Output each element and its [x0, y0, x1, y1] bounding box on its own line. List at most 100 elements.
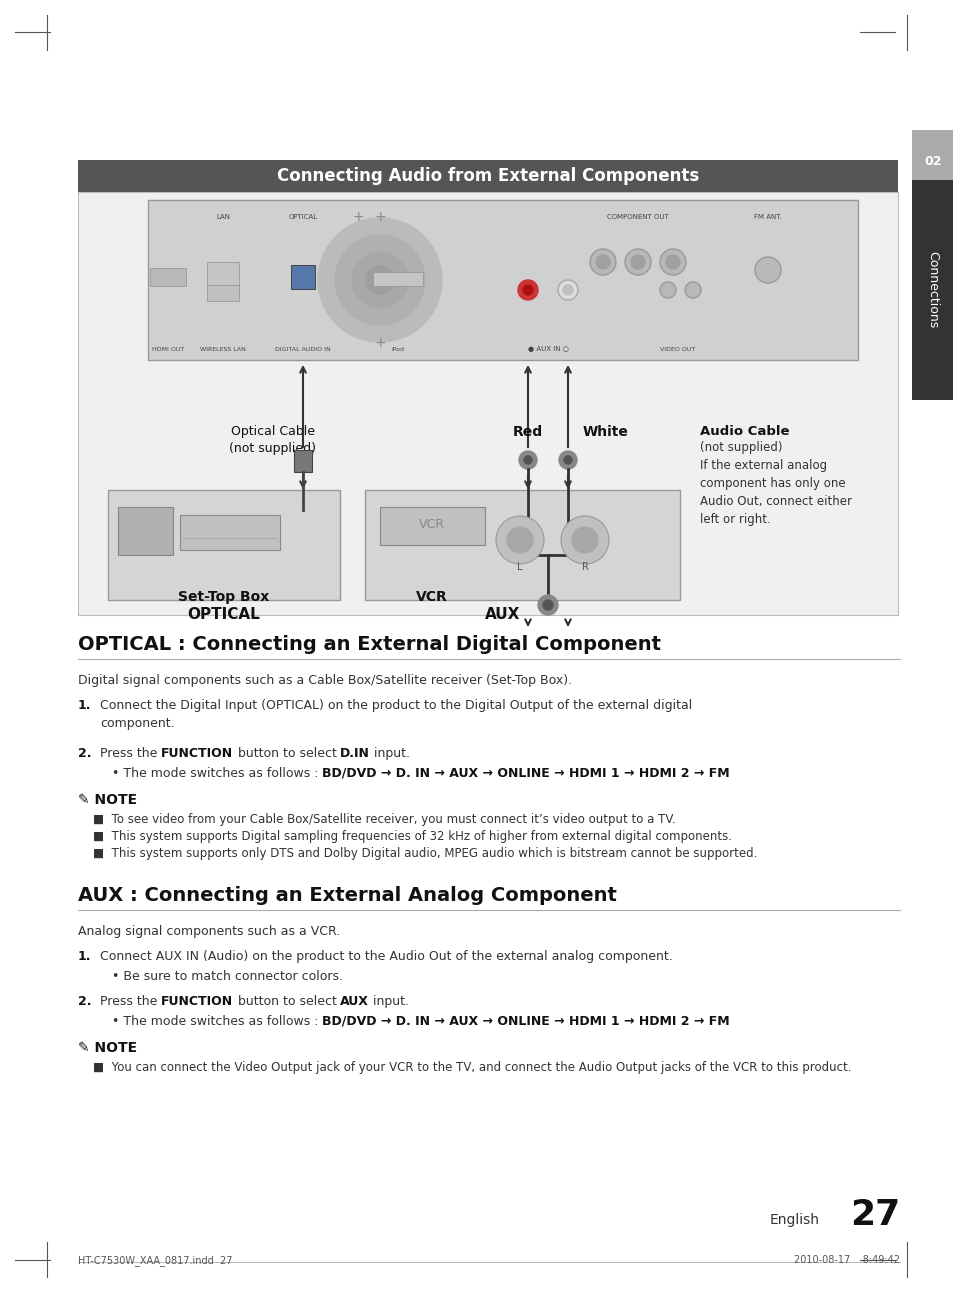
Circle shape	[624, 250, 650, 274]
Text: • Be sure to match connector colors.: • Be sure to match connector colors.	[112, 970, 343, 983]
Circle shape	[335, 235, 424, 325]
Bar	[291, 265, 314, 289]
Circle shape	[754, 257, 781, 284]
Circle shape	[523, 456, 532, 464]
Text: AUX: AUX	[340, 995, 369, 1008]
Text: +: +	[352, 210, 363, 223]
Text: Connect AUX IN (Audio) on the product to the Audio Out of the external analog co: Connect AUX IN (Audio) on the product to…	[100, 950, 672, 963]
Text: Digital signal components such as a Cable Box/Satellite receiver (Set-Top Box).: Digital signal components such as a Cabl…	[78, 674, 572, 687]
Text: Press the: Press the	[100, 748, 161, 759]
Text: R: R	[581, 562, 588, 572]
Circle shape	[518, 451, 537, 469]
Text: • The mode switches as follows :: • The mode switches as follows :	[112, 1016, 322, 1029]
Text: ■  To see video from your Cable Box/Satellite receiver, you must connect it’s vi: ■ To see video from your Cable Box/Satel…	[92, 813, 675, 826]
Text: BD/DVD → D. IN → AUX → ONLINE → HDMI 1 → HDMI 2 → FM: BD/DVD → D. IN → AUX → ONLINE → HDMI 1 →…	[322, 767, 729, 780]
Circle shape	[562, 285, 573, 295]
Text: (not supplied)
If the external analog
component has only one
Audio Out, connect : (not supplied) If the external analog co…	[700, 440, 851, 525]
Text: Connections: Connections	[925, 251, 939, 328]
Text: ■  You can connect the Video Output jack of your VCR to the TV, and connect the : ■ You can connect the Video Output jack …	[92, 1061, 851, 1074]
Text: L: L	[517, 562, 522, 572]
Text: Optical Cable
(not supplied): Optical Cable (not supplied)	[230, 425, 316, 455]
Text: VIDEO OUT: VIDEO OUT	[659, 346, 695, 352]
Text: COMPONENT OUT: COMPONENT OUT	[606, 214, 668, 220]
Text: VCR: VCR	[418, 519, 444, 532]
Text: Audio Cable: Audio Cable	[700, 425, 789, 438]
Text: DIGITAL AUDIO IN: DIGITAL AUDIO IN	[274, 346, 331, 352]
Text: AUX: AUX	[484, 606, 519, 622]
Bar	[294, 450, 312, 472]
Text: Press the: Press the	[100, 995, 161, 1008]
Circle shape	[352, 252, 408, 308]
Circle shape	[542, 600, 553, 610]
Circle shape	[366, 267, 394, 294]
Text: FUNCTION: FUNCTION	[161, 995, 233, 1008]
Circle shape	[563, 456, 572, 464]
Text: iPod: iPod	[391, 346, 404, 352]
Circle shape	[558, 451, 577, 469]
Text: input.: input.	[370, 748, 410, 759]
Bar	[150, 268, 186, 286]
Text: Connect the Digital Input (OPTICAL) on the product to the Digital Output of the : Connect the Digital Input (OPTICAL) on t…	[100, 699, 692, 731]
Text: English: English	[769, 1213, 820, 1227]
Text: +: +	[374, 336, 385, 350]
Text: AUX : Connecting an External Analog Component: AUX : Connecting an External Analog Comp…	[78, 886, 617, 904]
Text: ■  This system supports Digital sampling frequencies of 32 kHz of higher from ex: ■ This system supports Digital sampling …	[92, 830, 731, 843]
Text: • The mode switches as follows :: • The mode switches as follows :	[112, 767, 322, 780]
Bar	[207, 261, 239, 290]
Bar	[180, 515, 280, 550]
Text: 02: 02	[923, 156, 941, 169]
Text: FM ANT.: FM ANT.	[753, 214, 781, 220]
Text: button to select: button to select	[233, 995, 340, 1008]
Text: LAN: LAN	[215, 214, 230, 220]
Circle shape	[659, 282, 676, 298]
Text: FUNCTION: FUNCTION	[161, 748, 233, 759]
Circle shape	[496, 516, 543, 565]
Bar	[911, 180, 953, 400]
Bar	[911, 129, 953, 180]
Circle shape	[558, 280, 578, 301]
Circle shape	[659, 250, 685, 274]
Bar	[108, 490, 339, 600]
Text: HT-C7530W_XAA_0817.indd  27: HT-C7530W_XAA_0817.indd 27	[78, 1255, 233, 1266]
Bar	[78, 192, 897, 616]
Circle shape	[630, 255, 644, 269]
Circle shape	[589, 250, 616, 274]
Text: HDMI OUT: HDMI OUT	[152, 346, 184, 352]
Text: ■  This system supports only DTS and Dolby Digital audio, MPEG audio which is bi: ■ This system supports only DTS and Dolb…	[92, 847, 757, 860]
Circle shape	[537, 595, 558, 616]
Bar	[148, 200, 857, 359]
Text: 2.: 2.	[78, 748, 91, 759]
Circle shape	[317, 218, 441, 342]
Circle shape	[596, 255, 609, 269]
Text: input.: input.	[369, 995, 409, 1008]
Circle shape	[506, 527, 533, 553]
Text: 1.: 1.	[78, 950, 91, 963]
Text: WIRELESS LAN: WIRELESS LAN	[200, 346, 246, 352]
Text: D.IN: D.IN	[340, 748, 370, 759]
Text: OPTICAL : Connecting an External Digital Component: OPTICAL : Connecting an External Digital…	[78, 635, 660, 654]
Text: Set-Top Box: Set-Top Box	[178, 589, 270, 604]
Circle shape	[684, 282, 700, 298]
Circle shape	[572, 527, 598, 553]
Circle shape	[665, 255, 679, 269]
Bar	[78, 159, 897, 192]
Text: Red: Red	[513, 425, 542, 439]
Circle shape	[522, 285, 533, 295]
Text: ● AUX IN ○: ● AUX IN ○	[527, 346, 568, 352]
Circle shape	[517, 280, 537, 301]
Text: OPTICAL: OPTICAL	[188, 606, 260, 622]
Text: OPTICAL: OPTICAL	[288, 214, 317, 220]
Bar	[379, 507, 484, 545]
Bar	[207, 285, 239, 301]
Text: 27: 27	[849, 1199, 899, 1233]
Text: BD/DVD → D. IN → AUX → ONLINE → HDMI 1 → HDMI 2 → FM: BD/DVD → D. IN → AUX → ONLINE → HDMI 1 →…	[322, 1016, 729, 1029]
Text: ✎ NOTE: ✎ NOTE	[78, 1040, 137, 1055]
Bar	[373, 272, 422, 286]
Text: Analog signal components such as a VCR.: Analog signal components such as a VCR.	[78, 925, 340, 938]
Bar	[118, 507, 172, 555]
Text: +: +	[374, 210, 385, 223]
Text: White: White	[582, 425, 628, 439]
Circle shape	[560, 516, 608, 565]
Text: ✎ NOTE: ✎ NOTE	[78, 793, 137, 806]
Text: button to select: button to select	[233, 748, 340, 759]
